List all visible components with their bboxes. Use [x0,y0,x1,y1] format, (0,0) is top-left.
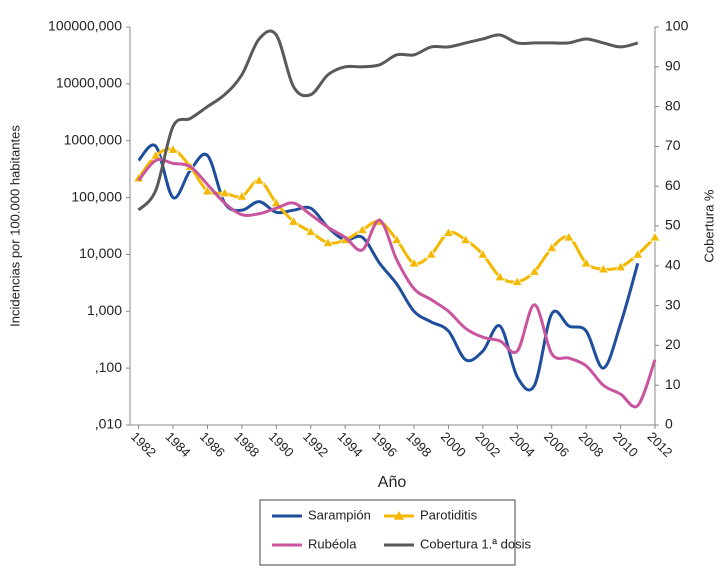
y2-tick-label: 30 [665,296,681,312]
y-tick-label: 1000,000 [64,131,123,147]
legend-marker [394,511,404,520]
point-marker [614,261,627,272]
x-tick-label: 2002 [472,429,503,460]
legend-box [259,499,516,566]
x-tick-label: 1984 [162,429,193,460]
y-axis-label: Incidencias por 100.000 habitantes [7,125,22,327]
legend-label: Parotiditis [420,507,478,522]
x-tick-label: 2006 [541,429,572,460]
point-marker [236,190,248,201]
x-tick-label: 2000 [438,429,469,460]
y-tick-label: 100,000 [71,188,122,204]
x-tick-label: 2004 [507,429,538,460]
point-marker [425,248,437,259]
point-marker [391,234,403,245]
x-tick-label: 1994 [335,429,366,460]
point-marker [322,237,334,247]
x-tick-label: 1998 [403,429,434,460]
y2-tick-label: 90 [665,58,681,74]
point-marker [356,224,369,235]
x-tick-label: 1990 [266,429,297,460]
x-tick-label: 1992 [300,429,331,460]
y-tick-label: 10000,000 [56,75,122,91]
series-line [137,158,657,409]
point-marker [649,231,661,242]
y-tick-label: 10,000 [79,245,122,261]
point-marker [494,271,506,282]
y-tick-label: ,100 [95,359,122,375]
point-marker [528,265,541,276]
legend-label: Sarampión [308,507,371,522]
x-axis-label: Año [378,474,407,491]
point-marker [580,257,592,268]
series-line [137,143,640,392]
point-marker [459,234,472,245]
x-tick-label: 1988 [231,429,262,460]
y-tick-label: 1,000 [87,302,122,318]
y2-tick-label: 70 [665,137,681,153]
point-marker [167,143,179,154]
x-tick-label: 2012 [644,429,675,460]
point-marker [563,231,575,242]
y2-tick-label: 20 [665,336,681,352]
point-marker [218,187,231,198]
y2-tick-label: 60 [665,177,681,193]
series-line [137,29,639,212]
y2-tick-label: 100 [665,18,689,34]
y2-axis-label: Cobertura % [701,189,716,262]
legend-label: Rubéola [308,536,357,551]
y-tick-label: ,010 [95,416,122,432]
x-tick-label: 1986 [197,429,228,460]
legend-label: Cobertura 1.ª dosis [420,536,532,551]
point-marker [305,225,317,236]
y2-tick-label: 80 [665,97,681,113]
point-marker [408,257,420,268]
point-marker [477,248,489,259]
point-marker [632,248,644,259]
point-marker [442,227,455,237]
y2-tick-label: 50 [665,217,681,233]
y2-tick-label: 0 [665,416,673,432]
y-tick-label: 100000,000 [48,18,122,34]
point-marker [511,275,523,286]
y2-tick-label: 40 [665,257,681,273]
point-marker [287,215,300,226]
x-tick-label: 2008 [576,429,607,460]
point-marker [253,174,265,185]
y2-tick-label: 10 [665,376,681,392]
x-tick-label: 1996 [369,429,400,460]
x-tick-label: 2010 [610,429,641,460]
point-marker [546,242,558,253]
point-marker [597,263,610,274]
point-marker [201,185,214,196]
x-tick-label: 1982 [128,429,159,460]
